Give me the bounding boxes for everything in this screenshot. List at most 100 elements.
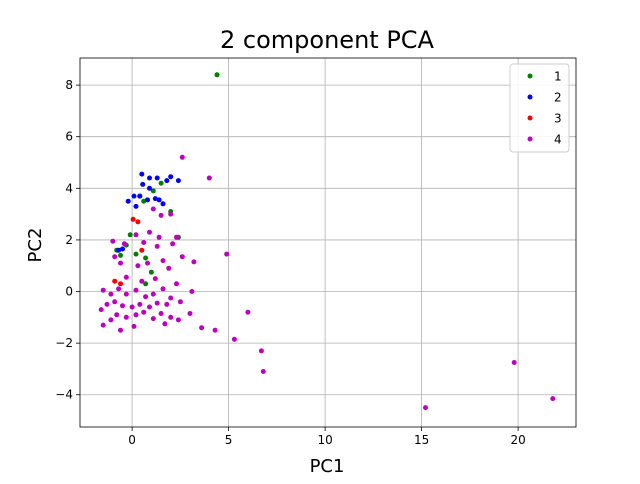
- data-point-series-2: [164, 178, 170, 184]
- data-point-series-2: [168, 174, 174, 180]
- data-point-series-1: [118, 252, 123, 258]
- data-point-series-4: [168, 211, 174, 217]
- data-point-series-4: [166, 265, 172, 271]
- data-point-series-4: [123, 314, 129, 320]
- chart-title: 2 component PCA: [220, 26, 435, 54]
- data-point-series-3: [118, 281, 123, 287]
- data-point-series-4: [110, 238, 116, 244]
- x-tick-label: 15: [414, 433, 429, 447]
- data-point-series-4: [179, 254, 185, 260]
- data-point-series-4: [133, 232, 139, 238]
- data-point-series-4: [118, 260, 123, 266]
- data-point-series-4: [191, 259, 197, 265]
- legend-marker-series-2: [527, 94, 533, 100]
- legend-marker-series-3: [527, 115, 533, 121]
- grid-lines: [80, 58, 576, 427]
- data-point-series-4: [123, 291, 129, 297]
- data-point-series-4: [160, 286, 166, 292]
- data-point-series-4: [147, 229, 152, 235]
- data-point-series-4: [135, 263, 141, 269]
- y-tick-label: 6: [65, 130, 73, 144]
- data-point-series-4: [160, 258, 166, 264]
- data-point-series-1: [143, 281, 149, 287]
- y-tick-label: 4: [65, 181, 73, 195]
- data-point-series-4: [175, 317, 181, 323]
- data-point-series-2: [120, 246, 125, 252]
- data-point-series-4: [121, 241, 127, 247]
- data-point-series-4: [168, 314, 174, 320]
- y-tick-label: 0: [65, 285, 73, 299]
- data-point-series-4: [112, 299, 118, 305]
- data-point-series-4: [156, 234, 162, 240]
- legend-label-series-3: 3: [554, 112, 562, 126]
- y-axis-label: PC2: [25, 228, 46, 263]
- data-point-series-4: [104, 301, 110, 307]
- data-point-series-2: [156, 197, 162, 203]
- data-point-series-4: [174, 234, 179, 240]
- data-point-series-1: [143, 255, 149, 261]
- data-point-series-4: [116, 286, 122, 292]
- data-point-series-4: [258, 348, 264, 354]
- data-point-series-4: [158, 311, 164, 316]
- tick-labels: 0 5 10 15 20 −4 −2 0 2 4 6 8: [55, 78, 525, 447]
- data-point-series-4: [154, 300, 160, 306]
- data-point-series-3: [112, 278, 118, 284]
- axes: [76, 57, 577, 431]
- data-point-series-2: [133, 203, 139, 209]
- data-point-series-4: [164, 301, 170, 307]
- data-point-series-2: [131, 193, 137, 199]
- data-point-series-4: [112, 254, 118, 260]
- data-point-series-2: [116, 247, 122, 253]
- legend-label-series-4: 4: [554, 133, 562, 147]
- data-point-series-4: [133, 312, 139, 318]
- data-point-series-1: [214, 72, 220, 78]
- x-tick-label: 10: [317, 433, 332, 447]
- data-point-series-4: [100, 287, 106, 293]
- data-point-series-1: [158, 180, 164, 186]
- data-point-series-4: [133, 287, 139, 293]
- data-point-series-4: [260, 369, 266, 374]
- data-point-series-2: [139, 171, 145, 177]
- legend-marker-series-4: [527, 136, 533, 142]
- data-point-series-2: [147, 175, 152, 181]
- data-point-series-4: [150, 206, 156, 212]
- x-tick-label: 0: [128, 433, 136, 447]
- data-point-series-4: [131, 323, 137, 329]
- data-point-series-4: [224, 251, 230, 257]
- y-tick-label: −4: [55, 388, 73, 402]
- x-tick-label: 5: [225, 433, 233, 447]
- data-point-series-1: [150, 188, 156, 194]
- data-point-series-2: [160, 201, 166, 207]
- data-point-series-4: [129, 304, 135, 310]
- data-point-series-4: [206, 175, 212, 181]
- data-point-series-1: [127, 232, 133, 238]
- data-point-series-4: [231, 336, 237, 342]
- data-point-series-1: [141, 198, 147, 204]
- data-point-series-4: [98, 307, 104, 313]
- data-points: [98, 72, 556, 411]
- legend-box: [509, 63, 570, 153]
- data-point-series-4: [150, 291, 156, 297]
- y-tick-label: 2: [65, 233, 73, 247]
- data-point-series-4: [170, 241, 176, 247]
- x-axis-label: PC1: [310, 456, 345, 477]
- legend-label-series-2: 2: [554, 91, 562, 105]
- data-point-series-4: [511, 360, 517, 365]
- data-point-series-4: [423, 405, 428, 411]
- legend-marker-series-1: [527, 73, 533, 79]
- data-point-series-4: [174, 281, 179, 287]
- data-point-series-4: [141, 309, 147, 315]
- data-point-series-3: [135, 219, 141, 225]
- data-point-series-2: [147, 185, 152, 191]
- data-point-series-2: [140, 181, 146, 187]
- data-point-series-4: [150, 316, 156, 322]
- data-point-series-4: [179, 154, 185, 160]
- data-point-series-4: [152, 276, 158, 282]
- data-point-series-2: [152, 196, 158, 202]
- plot-area: [80, 58, 576, 427]
- data-point-series-4: [143, 294, 149, 300]
- data-point-series-4: [118, 327, 123, 333]
- data-point-series-3: [130, 216, 136, 222]
- data-point-series-4: [550, 396, 556, 402]
